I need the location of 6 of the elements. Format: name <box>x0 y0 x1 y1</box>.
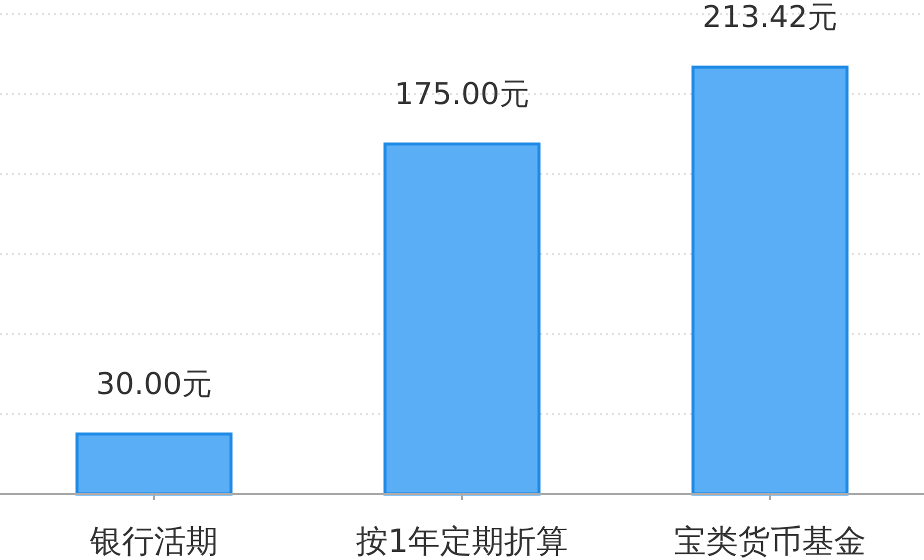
x-tick-label: 宝类货币基金 <box>674 522 866 560</box>
x-tick-label: 银行活期 <box>89 522 218 560</box>
data-label: 30.00元 <box>96 367 212 402</box>
x-tick-label: 按1年定期折算 <box>356 522 568 560</box>
data-label: 213.42元 <box>702 0 838 36</box>
data-label: 175.00元 <box>394 77 530 112</box>
